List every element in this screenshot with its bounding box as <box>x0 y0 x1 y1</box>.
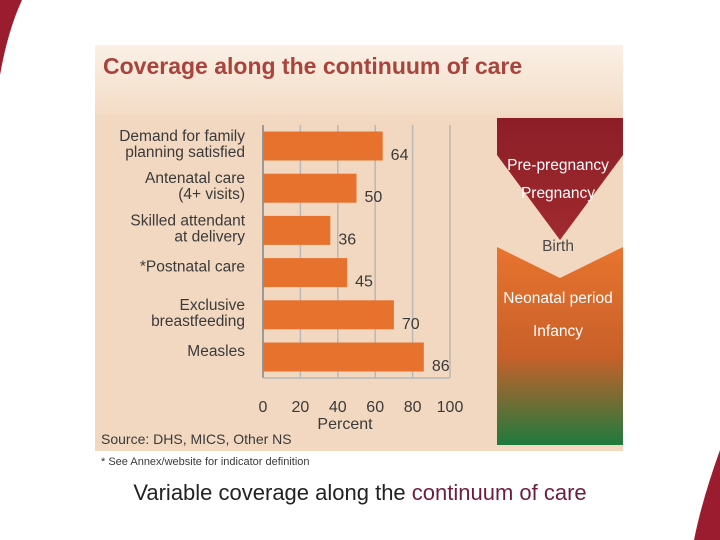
category-label: planning satisfied <box>125 144 245 161</box>
bar <box>263 258 348 288</box>
stage-label: Pregnancy <box>521 185 595 202</box>
data-label: 70 <box>402 316 420 333</box>
tick-label: 0 <box>259 399 268 416</box>
bottom-right-corner-decoration <box>694 450 720 540</box>
tick-label: 20 <box>292 399 310 416</box>
x-axis-label: Percent <box>317 416 373 433</box>
top-left-corner-decoration <box>0 0 22 75</box>
stage-label: Birth <box>542 238 574 255</box>
source-text: Source: DHS, MICS, Other NS <box>101 431 292 447</box>
category-label: *Postnatal care <box>140 259 245 276</box>
bar <box>263 300 394 330</box>
footnote-text: * See Annex/website for indicator defini… <box>101 456 310 468</box>
category-label: Measles <box>187 343 245 360</box>
caption-highlight: continuum of care <box>411 480 587 505</box>
caption-text: Variable coverage along the <box>133 480 412 505</box>
bar <box>263 131 383 161</box>
bar <box>263 342 424 372</box>
tick-label: 100 <box>437 399 464 416</box>
slide-caption: Variable coverage along the continuum of… <box>0 480 720 506</box>
category-label: Antenatal care <box>145 170 245 187</box>
category-label: at delivery <box>174 228 245 245</box>
stage-arrow-top <box>497 118 623 240</box>
category-label: Demand for family <box>119 128 245 145</box>
stage-label: Pre-pregnancy <box>507 157 609 174</box>
data-label: 64 <box>391 147 409 164</box>
stage-arrow-bottom <box>497 247 623 445</box>
bar <box>263 215 331 245</box>
tick-label: 60 <box>366 399 384 416</box>
stage-label: Infancy <box>533 323 583 340</box>
data-label: 45 <box>355 274 373 291</box>
category-label: breastfeeding <box>151 313 245 330</box>
chart-panel: Coverage along the continuum of care 64 D… <box>95 45 623 471</box>
chart-title: Coverage along the continuum of care <box>103 53 523 79</box>
data-label: 86 <box>432 358 450 375</box>
tick-label: 80 <box>404 399 422 416</box>
category-label: (4+ visits) <box>178 186 245 203</box>
data-label: 36 <box>338 231 356 248</box>
bar <box>263 173 357 203</box>
tick-label: 40 <box>329 399 347 416</box>
category-label: Skilled attendant <box>130 212 245 229</box>
stage-label: Neonatal period <box>503 290 612 307</box>
title-band <box>95 45 623 115</box>
footnote-band <box>95 451 623 471</box>
data-label: 50 <box>365 189 383 206</box>
category-label: Exclusive <box>180 297 245 314</box>
